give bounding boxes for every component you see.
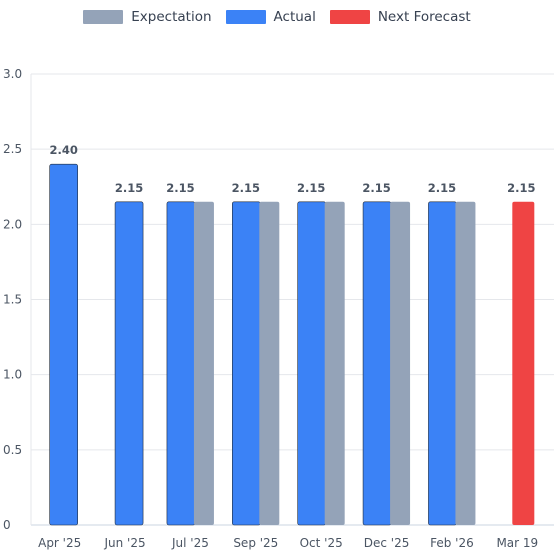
actual-bar[interactable] <box>297 201 326 526</box>
x-tick-label: Dec '25 <box>364 536 410 550</box>
expectation-bar[interactable] <box>259 201 280 526</box>
x-tick-label: Jun '25 <box>103 536 145 550</box>
legend-swatch-expectation <box>83 10 124 24</box>
y-tick-label: 0 <box>3 518 11 532</box>
x-tick-label: Sep '25 <box>233 536 278 550</box>
actual-bar[interactable] <box>166 201 196 526</box>
actual-bar[interactable] <box>362 201 392 526</box>
data-label: 2.15 <box>507 181 535 195</box>
legend-label-actual: Actual <box>273 9 316 25</box>
expectation-bar[interactable] <box>455 201 476 526</box>
legend-swatch-next-forecast <box>329 10 370 24</box>
y-tick-label: 1.5 <box>3 293 22 307</box>
data-label: 2.40 <box>50 143 78 157</box>
x-tick-label: Mar 19 <box>496 536 538 550</box>
legend-item-actual[interactable]: Actual <box>225 9 316 25</box>
expectation-bar[interactable] <box>390 201 411 526</box>
expectation-bar[interactable] <box>193 201 214 526</box>
actual-bar[interactable] <box>49 163 78 526</box>
x-tick-label: Apr '25 <box>38 536 81 550</box>
y-tick-label: 1.0 <box>3 368 22 382</box>
forecast-bar[interactable] <box>512 201 535 526</box>
y-tick-label: 0.5 <box>3 443 22 457</box>
x-tick-label: Feb '26 <box>430 536 474 550</box>
y-tick-label: 3.0 <box>3 67 22 81</box>
x-tick-label: Oct '25 <box>300 536 343 550</box>
data-label: 2.15 <box>232 181 260 195</box>
legend-label-next-forecast: Next Forecast <box>377 9 471 25</box>
y-tick-label: 2.0 <box>3 217 22 231</box>
actual-bar[interactable] <box>232 201 261 526</box>
data-label: 2.15 <box>166 181 194 195</box>
data-label: 2.15 <box>428 181 456 195</box>
legend-item-next-forecast[interactable]: Next Forecast <box>329 9 471 25</box>
legend-label-expectation: Expectation <box>131 9 212 25</box>
expectation-bar[interactable] <box>324 201 345 526</box>
actual-bar[interactable] <box>114 201 144 526</box>
actual-bar[interactable] <box>428 201 457 526</box>
y-tick-label: 2.5 <box>3 142 22 156</box>
x-tick-label: Jul '25 <box>171 536 209 550</box>
chart-legend: Expectation Actual Next Forecast <box>0 6 554 28</box>
legend-item-expectation[interactable]: Expectation <box>83 9 212 25</box>
data-label: 2.15 <box>362 181 390 195</box>
legend-swatch-actual <box>225 10 266 24</box>
data-label: 2.15 <box>115 181 143 195</box>
data-label: 2.15 <box>297 181 325 195</box>
